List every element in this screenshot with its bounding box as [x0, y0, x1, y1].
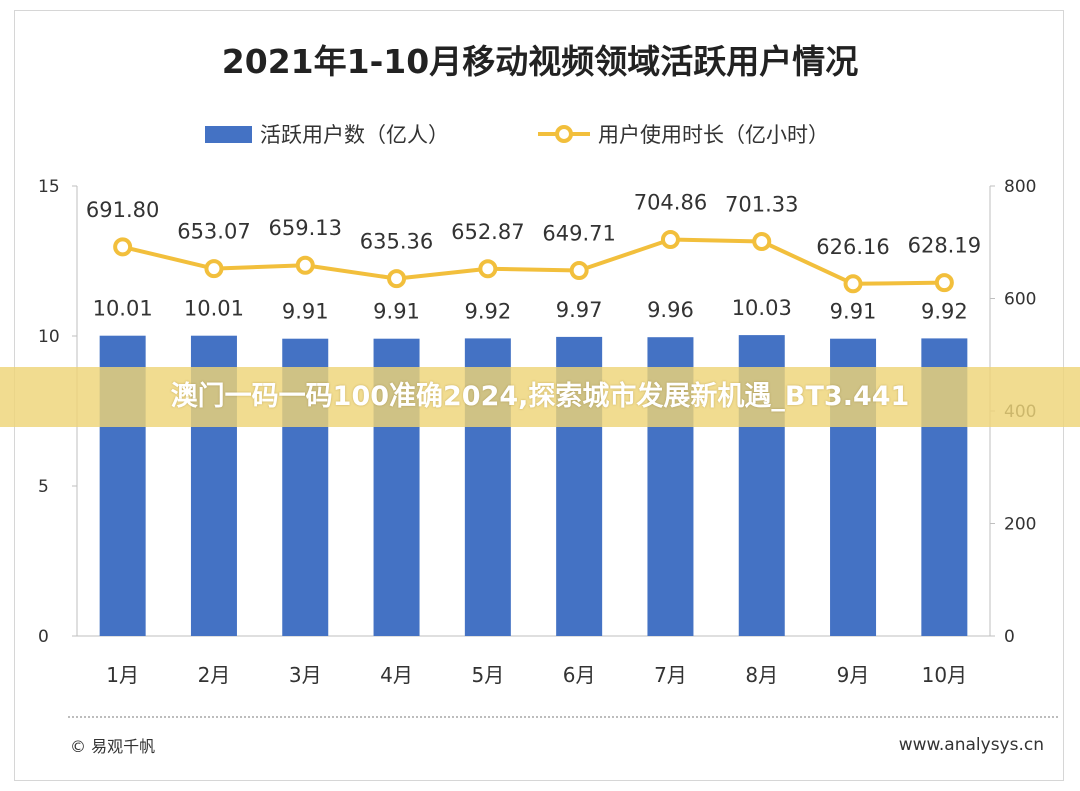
left-axis-tick-label: 15: [38, 177, 60, 197]
line-point: [113, 237, 133, 257]
left-axis-tick-label: 5: [38, 477, 49, 497]
line-data-label: 635.36: [360, 230, 433, 254]
line-path: [122, 237, 945, 286]
line-series: [113, 230, 954, 294]
x-axis-tick-label: 1月: [106, 663, 139, 687]
right-axis-tick-label: 200: [1004, 515, 1036, 535]
bar-data-labels: 10.01 10.01 9.91 9.91 9.92 9.97 9.96 10.03 9.91 9…: [93, 296, 968, 324]
line-data-label: 652.87: [451, 220, 524, 244]
x-axis-tick-label: 7月: [654, 663, 687, 687]
legend: 活跃用户数（亿人） 用户使用时长（亿小时）: [205, 123, 829, 147]
line-point: [660, 230, 680, 250]
x-axis-tick-label: 3月: [289, 663, 322, 687]
bar-data-label: 9.96: [647, 298, 694, 322]
bar-data-label: 9.91: [830, 300, 877, 324]
x-axis-tick-label: 10月: [922, 663, 967, 687]
watermark-banner: [0, 367, 1080, 427]
bar-data-label: 9.91: [373, 300, 420, 324]
chart-title: 2021年1-10月移动视频领域活跃用户情况: [222, 42, 858, 81]
x-axis-tick-label: 8月: [745, 663, 778, 687]
legend-bar-label: 活跃用户数（亿人）: [260, 123, 449, 147]
bar-data-label: 10.01: [184, 297, 244, 321]
bar-data-label: 9.92: [464, 299, 511, 323]
right-axis-tick-label: 800: [1004, 177, 1036, 197]
banner-text: 澳门一码一码100准确2024,探索城市发展新机遇_BT3.441: [170, 381, 910, 412]
x-axis-tick-label: 4月: [380, 663, 413, 687]
x-axis-tick-label: 6月: [563, 663, 596, 687]
bar-data-label: 10.01: [93, 297, 153, 321]
line-point: [387, 269, 407, 289]
line-point: [934, 273, 954, 293]
bar-data-label: 10.03: [732, 296, 792, 320]
x-axis-tick-label: 5月: [471, 663, 504, 687]
bar-data-label: 9.91: [282, 300, 329, 324]
bar-data-label: 9.97: [556, 298, 603, 322]
line-point: [478, 259, 498, 279]
legend-bar-swatch: [205, 126, 252, 143]
line-point: [752, 232, 772, 252]
legend-line-marker: [555, 125, 573, 143]
line-data-labels: 691.80 653.07 659.13 635.36 652.87 649.71 704.…: [86, 191, 981, 259]
x-axis-tick-label: 9月: [837, 663, 870, 687]
line-data-label: 691.80: [86, 198, 159, 222]
right-axis-tick-label: 0: [1004, 627, 1015, 647]
line-data-label: 649.71: [542, 222, 615, 246]
line-data-label: 653.07: [177, 220, 250, 244]
website-link[interactable]: www.analysys.cn: [898, 735, 1044, 755]
footer-divider: [68, 716, 1058, 718]
line-point: [204, 259, 224, 279]
source-credit: © 易观千帆: [70, 737, 156, 756]
line-data-label: 626.16: [816, 235, 889, 259]
line-data-label: 701.33: [725, 193, 798, 217]
left-axis-tick-label: 10: [38, 327, 60, 347]
legend-line-label: 用户使用时长（亿小时）: [598, 123, 829, 147]
right-axis-tick-label: 600: [1004, 290, 1036, 310]
line-point: [843, 274, 863, 294]
line-point: [569, 261, 589, 281]
x-axis-tick-label: 2月: [198, 663, 231, 687]
line-data-label: 704.86: [634, 191, 707, 215]
line-point: [295, 255, 315, 275]
line-data-label: 628.19: [908, 234, 981, 258]
bar-data-label: 9.92: [921, 299, 968, 323]
line-data-label: 659.13: [269, 216, 342, 240]
left-axis-tick-label: 0: [38, 627, 49, 647]
